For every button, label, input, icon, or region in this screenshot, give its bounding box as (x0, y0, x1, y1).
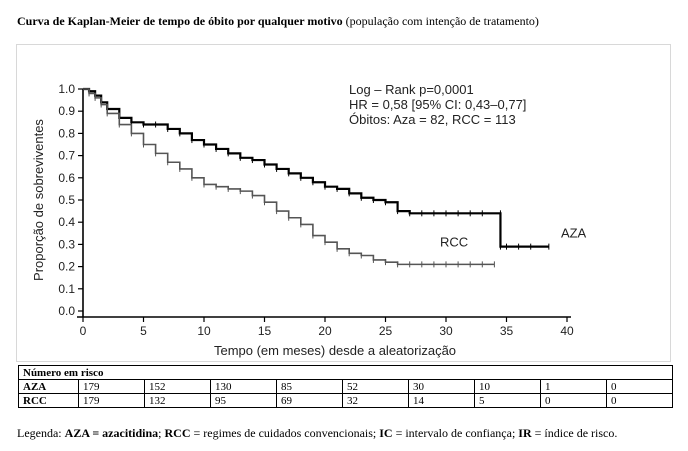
legend-text: = índice de risco. (531, 426, 618, 440)
y-tick-label: 0.0 (58, 304, 75, 318)
caption-bold: Curva de Kaplan-Meier de tempo de óbito … (17, 14, 343, 28)
risk-table-title-row: Número em risco (18, 365, 673, 380)
risk-cell: 30 (408, 379, 475, 394)
risk-table: Número em risco AZA 179 152 130 85 52 30… (18, 365, 673, 408)
legend-aza: AZA = azacitidina (64, 426, 159, 440)
risk-cell: 32 (342, 393, 409, 408)
risk-cell: 179 (78, 393, 145, 408)
x-axis-title: Tempo (em meses) desde a aleatorização (214, 343, 456, 358)
x-tick-label: 10 (197, 324, 211, 338)
risk-row-label: AZA (18, 379, 79, 394)
risk-cell: 14 (408, 393, 475, 408)
legend-rcc: RCC (164, 426, 191, 440)
stats-annotation: Log – Rank p=0,0001 (349, 82, 474, 97)
legend-note: Legenda: AZA = azacitidina; RCC = regime… (17, 426, 617, 441)
risk-cell: 0 (540, 393, 607, 408)
y-tick-label: 0.3 (58, 237, 75, 251)
series-layer (83, 87, 550, 268)
y-tick-label: 0.8 (58, 126, 75, 140)
kaplan-meier-chart: 0.0 0.1 0.2 0.3 0.4 0.5 0.6 0.7 0.8 0.9 1.0 0 5 10 15 2… (31, 82, 587, 358)
series-label: AZA (561, 226, 587, 241)
risk-cell: 0 (606, 393, 673, 408)
risk-row-label: RCC (18, 393, 79, 408)
risk-table-row: RCC 179 132 95 69 32 14 5 0 0 (18, 393, 673, 408)
risk-cell: 10 (474, 379, 541, 394)
legend-text: = intervalo de confiança; (392, 426, 519, 440)
y-tick-label: 0.7 (58, 149, 75, 163)
risk-cell: 1 (540, 379, 607, 394)
axes: 0.0 0.1 0.2 0.3 0.4 0.5 0.6 0.7 0.8 0.9 1.0 0 5 10 15 2… (31, 82, 574, 358)
y-axis-title: Proporção de sobreviventes (31, 119, 46, 281)
y-tick-label: 0.4 (58, 215, 75, 229)
y-tick-label: 0.2 (58, 260, 75, 274)
y-tick-label: 1.0 (58, 82, 75, 96)
risk-cell: 152 (144, 379, 211, 394)
legend-text: ; (158, 426, 165, 440)
legend-ir: IR (518, 426, 532, 440)
x-tick-label: 25 (379, 324, 393, 338)
risk-cell: 95 (210, 393, 277, 408)
x-tick-label: 20 (318, 324, 332, 338)
risk-cell: 5 (474, 393, 541, 408)
legend-prefix: Legenda: (17, 426, 65, 440)
y-tick-label: 0.6 (58, 171, 75, 185)
x-tick-label: 35 (500, 324, 514, 338)
figure-caption: Curva de Kaplan-Meier de tempo de óbito … (17, 14, 539, 29)
stats-annotation: Óbitos: Aza = 82, RCC = 113 (349, 112, 516, 127)
risk-cell: 132 (144, 393, 211, 408)
risk-cell: 130 (210, 379, 277, 394)
x-tick-label: 5 (140, 324, 147, 338)
risk-cell: 52 (342, 379, 409, 394)
risk-cell: 0 (606, 379, 673, 394)
risk-table-row: AZA 179 152 130 85 52 30 10 1 0 (18, 379, 673, 394)
risk-cell: 179 (78, 379, 145, 394)
y-tick-label: 0.1 (58, 282, 75, 296)
x-tick-label: 15 (258, 324, 272, 338)
x-tick-label: 30 (439, 324, 453, 338)
legend-text: = regimes de cuidados convencionais; (190, 426, 380, 440)
x-tick-label: 0 (80, 324, 87, 338)
risk-cell: 85 (276, 379, 343, 394)
chart-panel: 0.0 0.1 0.2 0.3 0.4 0.5 0.6 0.7 0.8 0.9 1.0 0 5 10 15 2… (16, 44, 671, 362)
caption-normal: (população com intenção de tratamento) (342, 14, 539, 28)
risk-table-title: Número em risco (18, 365, 673, 380)
risk-cell: 69 (276, 393, 343, 408)
legend-ic: IC (379, 426, 393, 440)
y-tick-label: 0.5 (58, 193, 75, 207)
y-tick-label: 0.9 (58, 104, 75, 118)
x-tick-label: 40 (560, 324, 574, 338)
series-label: RCC (440, 235, 468, 250)
stats-annotation: HR = 0,58 [95% CI: 0,43–0,77] (349, 97, 526, 112)
